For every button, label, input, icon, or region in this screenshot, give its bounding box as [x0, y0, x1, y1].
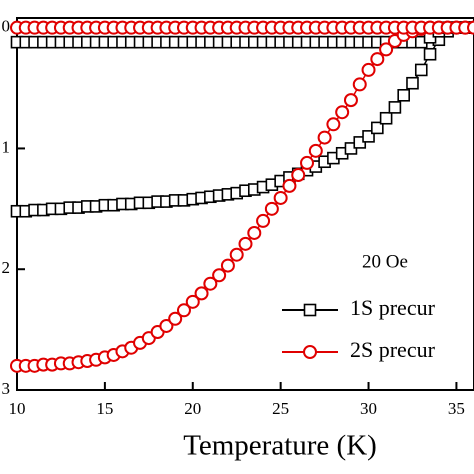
- marker: [168, 311, 183, 326]
- marker: [247, 225, 262, 240]
- marker: [467, 20, 474, 35]
- marker: [362, 130, 375, 143]
- marker: [229, 247, 244, 262]
- marker: [343, 93, 358, 108]
- marker: [194, 286, 209, 301]
- marker: [388, 101, 402, 114]
- marker: [379, 42, 394, 57]
- marker: [220, 258, 235, 273]
- marker: [317, 130, 332, 145]
- y-tick-label: 1: [2, 137, 11, 156]
- plot-frame: [16, 17, 474, 391]
- x-tick-label: 35: [448, 399, 465, 418]
- y-tick-label: 2: [2, 258, 11, 277]
- marker: [212, 268, 227, 283]
- y-tick-label: 3: [2, 379, 11, 398]
- marker: [414, 63, 428, 77]
- marker: [352, 77, 367, 92]
- x-tick-label: 20: [184, 399, 201, 418]
- marker: [238, 236, 253, 251]
- curve: [17, 26, 474, 212]
- marker: [397, 88, 410, 102]
- legend-label: 2S precur: [350, 337, 436, 362]
- x-tick-label: 10: [9, 399, 26, 418]
- marker: [264, 201, 279, 216]
- legend-label: 1S precur: [350, 295, 436, 320]
- marker: [256, 213, 271, 228]
- marker: [282, 178, 297, 193]
- marker: [379, 111, 393, 125]
- marker: [203, 276, 218, 291]
- marker: [371, 121, 384, 135]
- y-tick-label: 0: [2, 17, 11, 36]
- marker: [300, 155, 315, 170]
- marker: [326, 117, 341, 132]
- marker: [159, 318, 174, 333]
- marker: [370, 52, 385, 67]
- x-axis-title: Temperature (K): [183, 430, 377, 462]
- marker: [361, 62, 376, 77]
- x-tick-label: 30: [360, 399, 377, 418]
- x-tick-label: 25: [272, 399, 289, 418]
- x-tick-label: 15: [96, 399, 113, 418]
- annotation: 20 Oe: [362, 251, 408, 272]
- marker: [308, 143, 323, 158]
- marker: [273, 190, 288, 205]
- legend-marker: [303, 303, 317, 317]
- marker: [423, 47, 437, 61]
- marker: [176, 303, 191, 318]
- marker: [291, 168, 306, 183]
- marker: [406, 76, 419, 90]
- marker: [185, 294, 200, 309]
- legend-marker: [303, 345, 317, 359]
- marker: [335, 105, 350, 120]
